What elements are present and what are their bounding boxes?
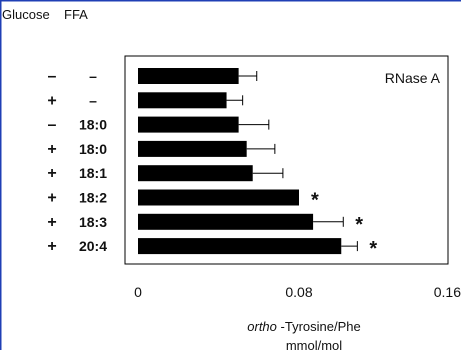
x-axis-unit: mmol/mol	[286, 338, 342, 350]
x-tick-label: 0.16	[434, 284, 461, 300]
row-labels: – – + – – 18:0 + 18:0 + 18:1 + 18:2 + 18:3 + 20:4	[47, 68, 107, 255]
x-axis-label: ortho -Tyrosine/Phe	[247, 319, 360, 334]
bar	[138, 238, 342, 255]
bar	[138, 213, 314, 230]
glucose-label: +	[47, 190, 56, 207]
significance-marker: *	[369, 238, 377, 260]
glucose-label: +	[47, 214, 56, 231]
plot-area	[124, 55, 449, 265]
header-ffa: FFA	[64, 7, 88, 22]
ffa-label: –	[89, 92, 97, 108]
glucose-label: +	[47, 238, 56, 255]
ffa-label: 18:1	[79, 165, 107, 181]
ffa-label: 20:4	[79, 238, 107, 254]
header-glucose: Glucose	[2, 7, 50, 22]
bar	[138, 165, 253, 182]
bar	[138, 92, 227, 109]
ffa-label: 18:0	[79, 117, 107, 133]
glucose-label: –	[48, 117, 57, 134]
x-ticks: 0 0.08 0.16	[134, 284, 461, 300]
x-tick-label: 0.08	[285, 284, 312, 300]
annotation-rnase-a: RNase A	[385, 70, 441, 86]
glucose-label: +	[47, 141, 56, 158]
x-axis-label-italic: ortho	[247, 319, 277, 334]
bar	[138, 68, 239, 84]
glucose-label: +	[47, 165, 56, 182]
x-axis-label-text: -Tyrosine/Phe	[277, 319, 361, 334]
ffa-label: –	[89, 68, 97, 84]
bar	[138, 189, 299, 206]
ffa-label: 18:2	[79, 190, 107, 206]
significance-marker: *	[355, 214, 363, 236]
bar	[138, 140, 247, 157]
x-tick-label: 0	[134, 284, 142, 300]
ffa-label: 18:3	[79, 214, 107, 230]
bars-group: * * *	[138, 68, 377, 260]
glucose-label: +	[47, 92, 56, 109]
significance-marker: *	[311, 190, 319, 212]
bar	[138, 116, 239, 133]
glucose-label: –	[48, 68, 57, 85]
ffa-label: 18:0	[79, 141, 107, 157]
